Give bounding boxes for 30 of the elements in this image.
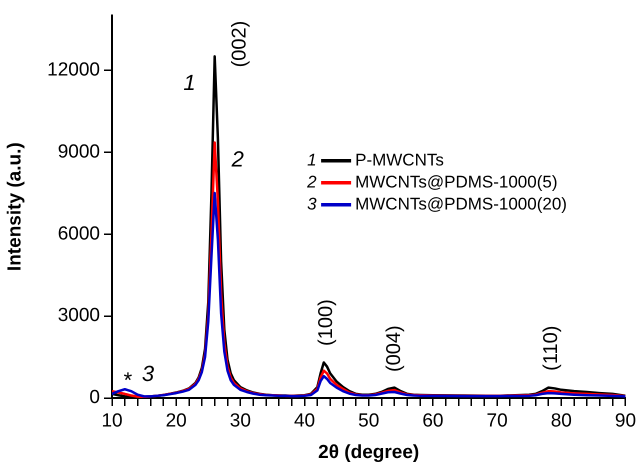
x-tick-label: 60 bbox=[422, 410, 444, 432]
x-tick-label: 90 bbox=[614, 410, 636, 432]
x-tick-label: 80 bbox=[550, 410, 572, 432]
y-axis-title: Intensity (a.u.) bbox=[4, 142, 26, 272]
annotation: (004) bbox=[382, 325, 405, 372]
text: 3 bbox=[307, 194, 317, 214]
legend-label: MWCNTs@PDMS-1000(5) bbox=[355, 172, 558, 192]
y-tick-label: 12000 bbox=[47, 59, 100, 80]
annotation: * bbox=[124, 368, 133, 393]
annotation: (100) bbox=[315, 299, 338, 346]
text: 2 bbox=[307, 172, 317, 192]
y-tick-label: 0 bbox=[89, 387, 100, 408]
y-tick-label: 9000 bbox=[58, 141, 100, 162]
y-tick-label: 6000 bbox=[58, 223, 100, 244]
x-tick-label: 40 bbox=[294, 410, 316, 432]
annotation: (110) bbox=[540, 326, 562, 371]
x-tick-label: 50 bbox=[358, 410, 380, 432]
legend-label: P-MWCNTs bbox=[355, 150, 444, 170]
x-axis-title: 2θ (degree) bbox=[318, 442, 420, 463]
y-tick-label: 3000 bbox=[58, 305, 100, 326]
text: 1 bbox=[307, 150, 317, 170]
annotation: (002) bbox=[228, 20, 250, 68]
legend-label: MWCNTs@PDMS-1000(20) bbox=[355, 194, 567, 214]
x-tick-label: 70 bbox=[486, 410, 508, 432]
annotation: 2 bbox=[230, 146, 244, 172]
x-tick-label: 30 bbox=[230, 410, 251, 432]
x-tick-label: 20 bbox=[166, 410, 187, 432]
annotation: 1 bbox=[183, 70, 196, 96]
x-tick-label: 10 bbox=[101, 410, 123, 432]
annotation: 3 bbox=[142, 360, 155, 386]
